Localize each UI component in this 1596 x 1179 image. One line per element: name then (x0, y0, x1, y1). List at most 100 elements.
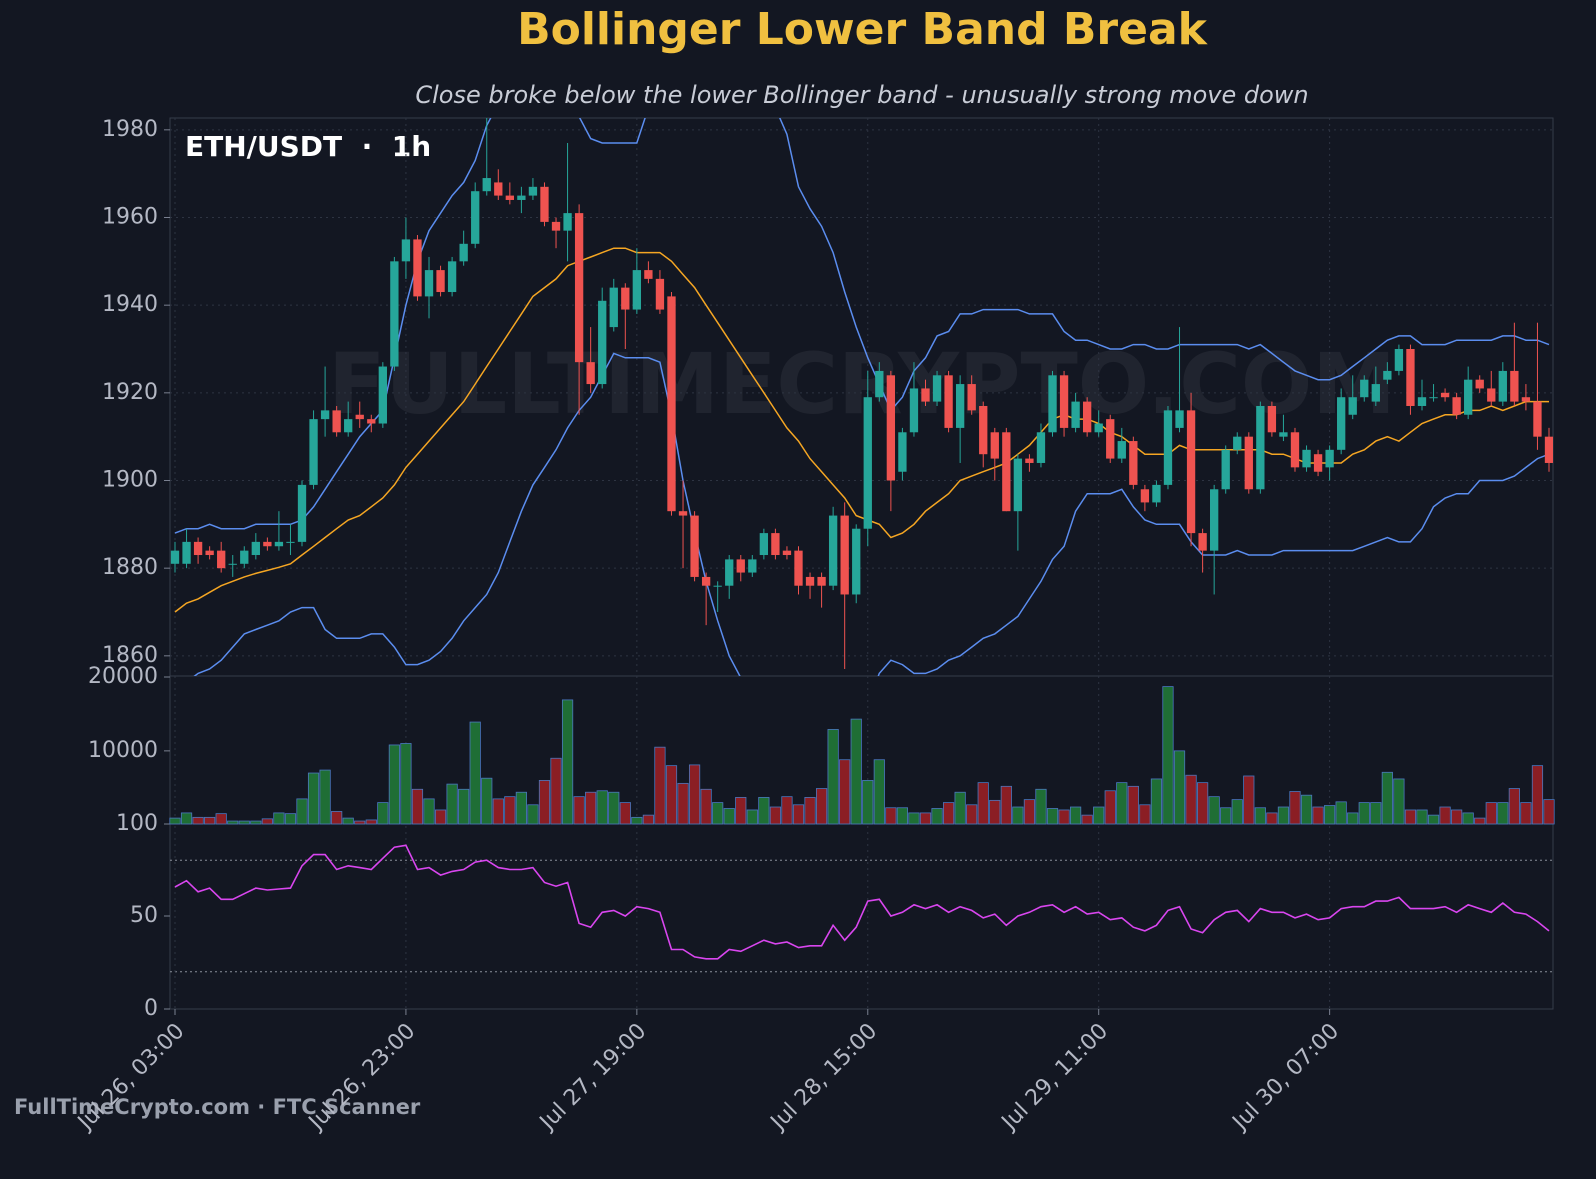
candle-body (955, 384, 965, 428)
volume-bar (527, 804, 539, 825)
candle-body (1210, 489, 1219, 551)
volume-bar (1300, 794, 1313, 825)
volume-bar (885, 807, 897, 825)
volume-bar (561, 699, 574, 825)
volume-bar (619, 802, 631, 825)
candle-body (1082, 401, 1092, 433)
candle-body (447, 261, 457, 293)
y-tick-label: 0 (144, 996, 158, 1021)
volume-bar (1393, 778, 1405, 825)
volume-bar (1485, 802, 1497, 825)
volume-bar (1381, 771, 1393, 825)
candle-body (1348, 397, 1357, 415)
candle-body (297, 484, 307, 542)
volume-bar (1093, 806, 1105, 825)
volume-bar (1127, 785, 1139, 825)
x-tick-label: Jul 27, 19:00 (534, 1019, 651, 1136)
candle-body (1302, 449, 1311, 468)
volume-bar (1266, 812, 1278, 825)
candle-body (1002, 432, 1011, 512)
volume-bar (1289, 791, 1301, 825)
volume-bar (977, 782, 989, 825)
candle-body (505, 195, 514, 200)
volume-bar (989, 799, 1001, 825)
rsi-line (174, 844, 1550, 960)
candle-body (713, 585, 722, 587)
candle-body (320, 410, 330, 420)
volume-bar (735, 797, 747, 825)
candle-body (1059, 375, 1069, 428)
candle-body (263, 541, 272, 547)
candle-body (1094, 423, 1103, 433)
candle-body (1048, 375, 1057, 433)
volume-bar (492, 798, 504, 825)
candle-body (574, 213, 584, 363)
volume-bar (1116, 782, 1128, 825)
candle-body (644, 270, 653, 279)
volume-bar (423, 798, 435, 825)
volume-bar (943, 802, 955, 825)
candle-body (886, 375, 896, 481)
volume-bar (515, 791, 527, 825)
volume-bar (1023, 799, 1036, 825)
candle-body (1117, 441, 1126, 459)
candle-body (898, 432, 907, 472)
candle-body (598, 300, 607, 385)
candle-body (170, 550, 180, 564)
candle-body (309, 419, 318, 485)
volume-bar (1000, 785, 1012, 825)
volume-bar (169, 817, 181, 825)
volume-bar (1070, 806, 1082, 825)
volume-bar (504, 796, 516, 825)
volume-bar (769, 806, 781, 825)
volume-bar (331, 811, 343, 825)
volume-bar (1427, 814, 1440, 825)
candle-body (1152, 484, 1161, 503)
volume-bar (1208, 796, 1220, 825)
band-line (174, 118, 1550, 534)
candle-body (1256, 405, 1265, 490)
volume-bar (1312, 806, 1324, 825)
candle-body (1186, 410, 1196, 534)
volume-bar (746, 809, 758, 825)
band-line (193, 352, 1550, 676)
volume-bar (1462, 812, 1474, 825)
volume-bar (284, 813, 297, 825)
volume-bar (1508, 788, 1520, 825)
volume-bar (434, 809, 447, 825)
volume-bar (377, 802, 389, 825)
candle-body (852, 528, 861, 595)
candle-body (563, 213, 572, 231)
candle-body (274, 541, 284, 547)
volume-bar (180, 812, 193, 825)
volume-bar (573, 796, 585, 825)
volume-bar (1404, 809, 1417, 825)
candle-body (424, 270, 434, 297)
candle-body (1383, 370, 1392, 380)
candle-body (378, 366, 387, 424)
volume-bar (538, 780, 551, 825)
volume-bar (273, 812, 285, 825)
volume-bar (1035, 788, 1047, 825)
candle-body (1071, 401, 1080, 428)
candle-body (863, 397, 872, 529)
volume-bar (758, 797, 770, 825)
candle-body (690, 515, 699, 577)
candle-body (932, 375, 942, 402)
volume-bar (1197, 782, 1209, 825)
candle-body (240, 550, 249, 564)
volume-bar (204, 816, 216, 825)
candle-body (1487, 388, 1496, 402)
volume-bar (400, 743, 412, 825)
candle-body (1498, 370, 1507, 402)
volume-bar (966, 804, 978, 825)
candle-body (828, 515, 838, 586)
candle-body (482, 178, 491, 192)
candle-body (286, 541, 295, 543)
candle-body (1233, 436, 1242, 450)
volume-bar (365, 819, 377, 825)
candle-body (1025, 458, 1034, 463)
candle-body (1394, 349, 1404, 371)
candle-body (1533, 401, 1542, 437)
candle-body (1163, 410, 1173, 485)
